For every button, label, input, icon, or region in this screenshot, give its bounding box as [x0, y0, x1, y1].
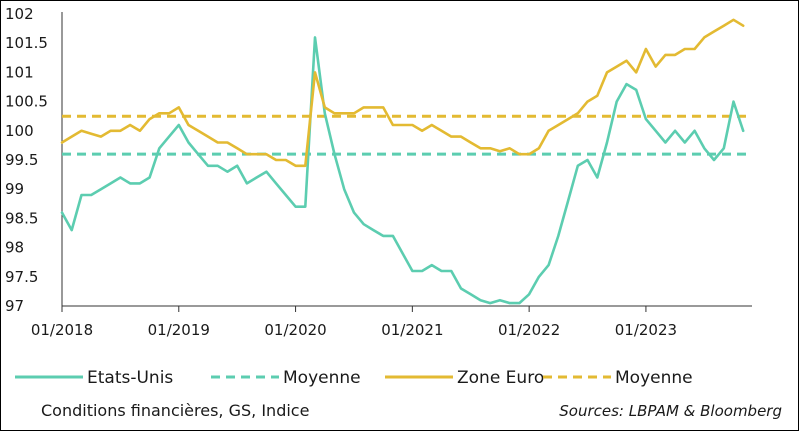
x-tick-label: 01/2021	[381, 321, 443, 339]
x-tick-label: 01/2020	[264, 321, 326, 339]
y-tick-label: 101.5	[5, 34, 48, 52]
y-tick-label: 97.5	[5, 268, 38, 286]
series-layer	[60, 18, 752, 305]
y-tick-label: 98	[5, 239, 24, 257]
chart-caption: Conditions financières, GS, Indice	[41, 401, 309, 420]
legend-label: Moyenne	[283, 368, 361, 388]
series-line	[60, 36, 745, 305]
y-tick-label: 101	[5, 63, 34, 81]
y-tick-label: 99	[5, 180, 24, 198]
y-tick-label: 97	[5, 297, 24, 315]
y-tick-label: 100.5	[5, 93, 48, 111]
y-tick-label: 99.5	[5, 151, 38, 169]
y-tick-label: 98.5	[5, 209, 38, 227]
legend: Etats-Unis Moyenne Zone Euro Moyenne	[15, 368, 693, 388]
x-tick-label: 01/2019	[148, 321, 210, 339]
x-tick-labels: 01/2018 01/2019 01/2020 01/2021 01/2022 01/20…	[31, 306, 677, 339]
legend-label: Zone Euro	[457, 368, 544, 388]
legend-label: Moyenne	[615, 368, 693, 388]
series-line	[60, 18, 745, 168]
x-tick-label: 01/2018	[31, 321, 93, 339]
y-tick-label: 100	[5, 122, 34, 140]
legend-label: Etats-Unis	[87, 368, 173, 388]
x-tick-label: 01/2023	[615, 321, 677, 339]
chart-source: Sources: LBPAM & Bloomberg	[559, 402, 782, 420]
y-tick-labels: 102 101.5 101 100.5 100 99.5 99 98.5 98 97.5 97	[5, 5, 48, 315]
y-tick-label: 102	[5, 5, 34, 23]
x-tick-label: 01/2022	[498, 321, 560, 339]
